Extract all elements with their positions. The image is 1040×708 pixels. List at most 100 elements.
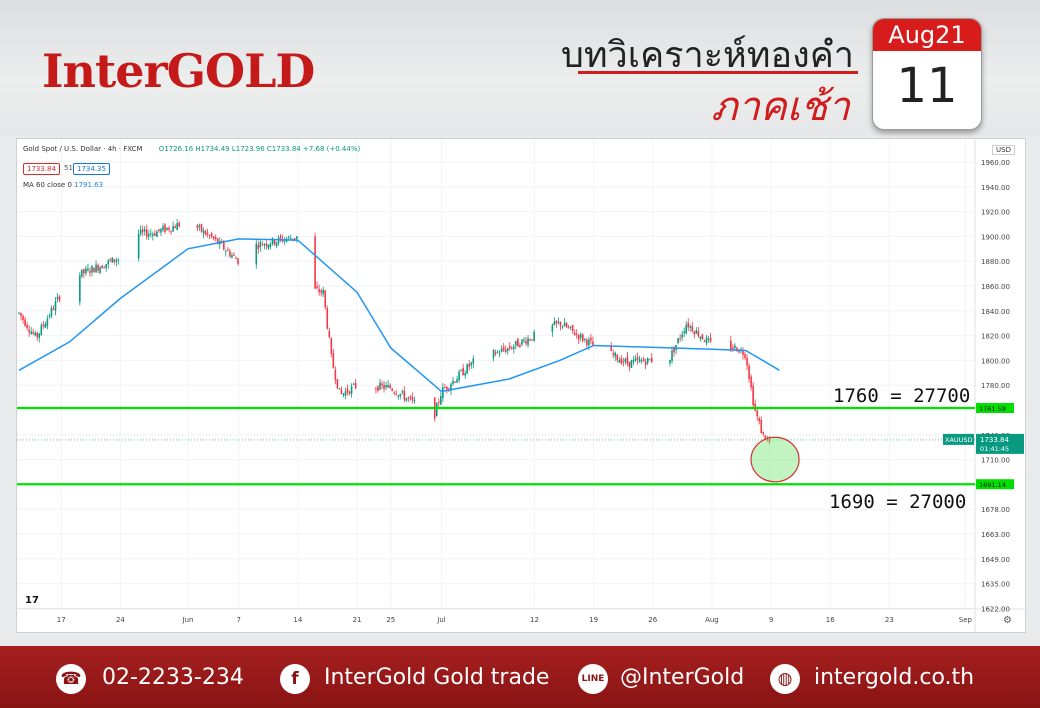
candle-body <box>435 403 438 417</box>
candle-body <box>571 324 574 331</box>
candle-body <box>117 259 120 261</box>
title-underline <box>578 71 858 74</box>
candle-body <box>56 296 59 300</box>
candle-body <box>113 259 116 262</box>
y-tick-label: 1880.00 <box>981 258 1010 266</box>
candle-body <box>85 268 87 274</box>
candle-body <box>691 326 694 332</box>
brand-logo: InterGOLD <box>42 44 315 98</box>
candle-body <box>261 244 264 246</box>
candle-body <box>150 233 152 235</box>
candle-body <box>198 225 201 227</box>
candle-body <box>561 326 564 328</box>
candle-body <box>24 319 26 326</box>
candle-body <box>395 393 398 395</box>
candle-body <box>275 242 278 247</box>
candle-body <box>111 257 114 263</box>
candle-body <box>346 389 349 393</box>
candle-body <box>393 392 395 394</box>
candle-body <box>750 376 752 388</box>
candle-body <box>622 361 625 363</box>
candle-body <box>407 397 410 399</box>
candle-body <box>18 312 20 314</box>
candle-body <box>387 384 389 388</box>
candle-body <box>521 339 523 345</box>
candle-body <box>642 358 645 362</box>
ma-line <box>18 238 780 393</box>
candle-body <box>231 255 233 258</box>
calendar-day: 11 <box>896 58 958 114</box>
candle-body <box>267 244 270 249</box>
candle-body <box>52 308 55 310</box>
candle-body <box>752 385 754 406</box>
candle-body <box>695 330 698 334</box>
y-tick-label: 1920.00 <box>981 209 1010 217</box>
current-price-tag <box>976 433 1024 454</box>
candle-body <box>176 223 178 231</box>
x-tick-label: 21 <box>353 616 362 624</box>
level-annotation: 1690 = 27000 <box>829 491 966 513</box>
candle-body <box>389 385 391 389</box>
candle-body <box>454 381 456 383</box>
candle-body <box>444 387 446 389</box>
candle-body <box>504 349 507 352</box>
countdown-label: 01:41:45 <box>980 445 1009 453</box>
sell-price-badge[interactable]: 1733.84 <box>23 163 60 175</box>
candle-body <box>237 258 239 265</box>
y-tick-label: 1900.00 <box>981 233 1010 241</box>
globe-icon: ◍ <box>770 664 800 694</box>
candle-body <box>32 332 34 334</box>
candle-body <box>93 267 95 273</box>
candle-body <box>22 315 24 321</box>
candle-body <box>636 357 639 360</box>
page-subtitle: ภาคเช้า <box>711 84 850 130</box>
candle-body <box>289 238 292 240</box>
candle-body <box>513 346 515 349</box>
buy-price-badge[interactable]: 1734.35 <box>73 163 110 175</box>
currency-selector[interactable]: USD <box>992 145 1015 155</box>
settings-gear-icon: ⚙ <box>1003 615 1012 626</box>
candle-body <box>703 340 706 342</box>
footer-website[interactable]: intergold.co.th <box>814 665 975 690</box>
candle-body <box>551 324 554 332</box>
x-tick-label: 9 <box>769 616 773 624</box>
candle-body <box>381 383 383 386</box>
candle-body <box>233 254 235 256</box>
candle-body <box>411 397 414 400</box>
candle-body <box>158 229 160 231</box>
level-price-tag <box>976 403 1014 414</box>
x-tick-label: 16 <box>826 616 835 624</box>
candle-body <box>746 357 748 366</box>
footer-facebook[interactable]: InterGold Gold trade <box>324 665 550 690</box>
candle-body <box>508 346 511 349</box>
candle-body <box>693 331 696 335</box>
candle-body <box>517 338 519 347</box>
candle-body <box>334 370 337 380</box>
candle-body <box>440 396 442 405</box>
candle-body <box>172 225 174 232</box>
candle-body <box>87 268 89 271</box>
ohlc-values: O1726.16 H1734.49 L1723.96 C1733.84 +7.6… <box>158 145 361 153</box>
footer-line[interactable]: @InterGold <box>620 665 745 690</box>
candle-body <box>577 334 580 340</box>
candle-body <box>50 307 53 317</box>
ma-label: MA 60 close 0 <box>23 181 72 189</box>
highlight-ellipse <box>750 436 800 483</box>
candle-body <box>235 258 237 260</box>
current-symbol-tag <box>943 433 974 445</box>
candle-body <box>338 388 341 390</box>
candle-body <box>139 229 142 235</box>
candle-body <box>101 265 103 269</box>
candle-body <box>160 229 162 233</box>
candle-body <box>399 393 402 397</box>
footer-phone[interactable]: 02-2233-234 <box>102 665 244 690</box>
candle-body <box>756 410 758 417</box>
candle-body <box>141 229 144 232</box>
chart-panel: 1960.00 1940.00 1920.00 1900.00 1880.00 1860.… <box>16 138 1026 633</box>
y-tick-label: 1780.00 <box>981 382 1010 390</box>
y-tick-label: 1940.00 <box>981 184 1010 192</box>
candle-body <box>40 325 43 335</box>
candle-body <box>42 324 45 326</box>
candle-body <box>506 348 509 351</box>
candle-body <box>403 390 406 400</box>
